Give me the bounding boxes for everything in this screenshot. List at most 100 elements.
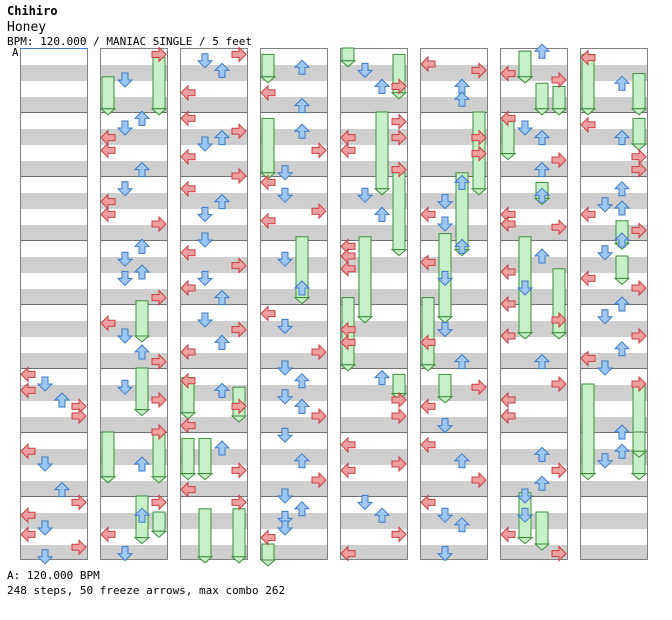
- freeze-arrow: [150, 431, 168, 484]
- up-arrow: [293, 123, 311, 139]
- up-arrow: [133, 110, 151, 126]
- freeze-arrow: [630, 117, 648, 151]
- right-arrow: [391, 526, 407, 543]
- right-arrow: [151, 423, 167, 441]
- down-arrow: [436, 507, 454, 523]
- freeze-arrow: [133, 300, 151, 343]
- up-arrow: [293, 398, 311, 414]
- right-arrow: [311, 343, 327, 361]
- freeze-arrow: [339, 47, 357, 68]
- down-arrow: [516, 280, 534, 296]
- down-arrow: [276, 165, 294, 181]
- down-arrow: [196, 136, 214, 152]
- right-arrow: [551, 375, 567, 393]
- left-arrow: [500, 65, 516, 82]
- down-arrow: [276, 427, 294, 443]
- chart-stats: 248 steps, 50 freeze arrows, max combo 2…: [7, 584, 286, 597]
- right-arrow: [151, 353, 167, 370]
- right-arrow: [551, 151, 567, 169]
- left-arrow: [420, 398, 436, 415]
- left-arrow: [180, 84, 196, 102]
- right-arrow: [151, 391, 167, 409]
- left-arrow: [180, 110, 196, 127]
- up-arrow: [133, 238, 151, 254]
- down-arrow: [436, 194, 454, 210]
- up-arrow: [613, 75, 631, 91]
- up-arrow: [293, 373, 311, 389]
- freeze-arrow: [230, 508, 248, 564]
- left-arrow: [100, 193, 116, 210]
- right-arrow: [551, 462, 567, 479]
- up-arrow: [373, 206, 391, 222]
- right-arrow: [151, 494, 167, 511]
- right-arrow: [551, 71, 567, 89]
- down-arrow: [276, 520, 294, 536]
- up-arrow: [133, 161, 151, 178]
- right-arrow: [231, 46, 247, 63]
- left-arrow: [100, 526, 116, 543]
- down-arrow: [276, 318, 294, 335]
- left-arrow: [340, 247, 356, 265]
- right-arrow: [471, 378, 487, 396]
- right-arrow: [71, 494, 87, 511]
- left-arrow: [580, 350, 596, 367]
- up-arrow: [613, 296, 631, 312]
- left-arrow: [340, 436, 356, 454]
- freeze-arrow: [419, 297, 437, 372]
- bpm-marker-label: A: [12, 46, 19, 59]
- right-arrow: [471, 145, 487, 162]
- left-arrow: [340, 260, 356, 278]
- left-arrow: [180, 279, 196, 297]
- right-arrow: [231, 257, 247, 274]
- freeze-arrow: [630, 431, 648, 458]
- down-arrow: [356, 187, 374, 203]
- up-arrow: [453, 78, 471, 94]
- down-arrow: [356, 494, 374, 511]
- up-arrow: [293, 280, 311, 296]
- down-arrow: [276, 488, 294, 504]
- up-arrow: [293, 501, 311, 517]
- left-arrow: [420, 494, 436, 511]
- down-arrow: [276, 251, 294, 267]
- left-arrow: [500, 407, 516, 425]
- freeze-arrow: [99, 431, 117, 484]
- left-arrow: [100, 142, 116, 159]
- up-arrow: [613, 181, 631, 197]
- down-arrow: [356, 62, 374, 79]
- right-arrow: [231, 398, 247, 415]
- down-arrow: [596, 453, 614, 469]
- left-arrow: [340, 129, 356, 146]
- up-arrow: [213, 382, 231, 398]
- down-arrow: [436, 546, 454, 562]
- left-arrow: [20, 506, 36, 524]
- down-arrow: [436, 418, 454, 434]
- freeze-arrow: [259, 117, 277, 180]
- left-arrow: [580, 206, 596, 223]
- left-arrow: [500, 295, 516, 313]
- left-arrow: [260, 529, 276, 546]
- up-arrow: [373, 369, 391, 386]
- bpm-marker-line: [20, 48, 88, 49]
- freeze-arrow: [196, 437, 214, 481]
- down-arrow: [116, 181, 134, 197]
- right-arrow: [631, 148, 647, 166]
- up-arrow: [133, 507, 151, 523]
- up-arrow: [533, 129, 551, 146]
- left-arrow: [180, 481, 196, 498]
- right-arrow: [391, 455, 407, 473]
- right-arrow: [311, 407, 327, 425]
- freeze-arrow: [579, 53, 597, 116]
- left-arrow: [260, 174, 276, 191]
- right-arrow: [231, 122, 247, 140]
- up-arrow: [453, 353, 471, 370]
- up-arrow: [53, 481, 71, 498]
- left-arrow: [20, 526, 36, 543]
- left-arrow: [420, 55, 436, 73]
- down-arrow: [436, 322, 454, 338]
- right-arrow: [471, 471, 487, 489]
- right-arrow: [551, 218, 567, 236]
- freeze-arrow: [533, 82, 551, 116]
- artist-title: Chihiro: [7, 4, 58, 18]
- freeze-arrow: [293, 236, 311, 305]
